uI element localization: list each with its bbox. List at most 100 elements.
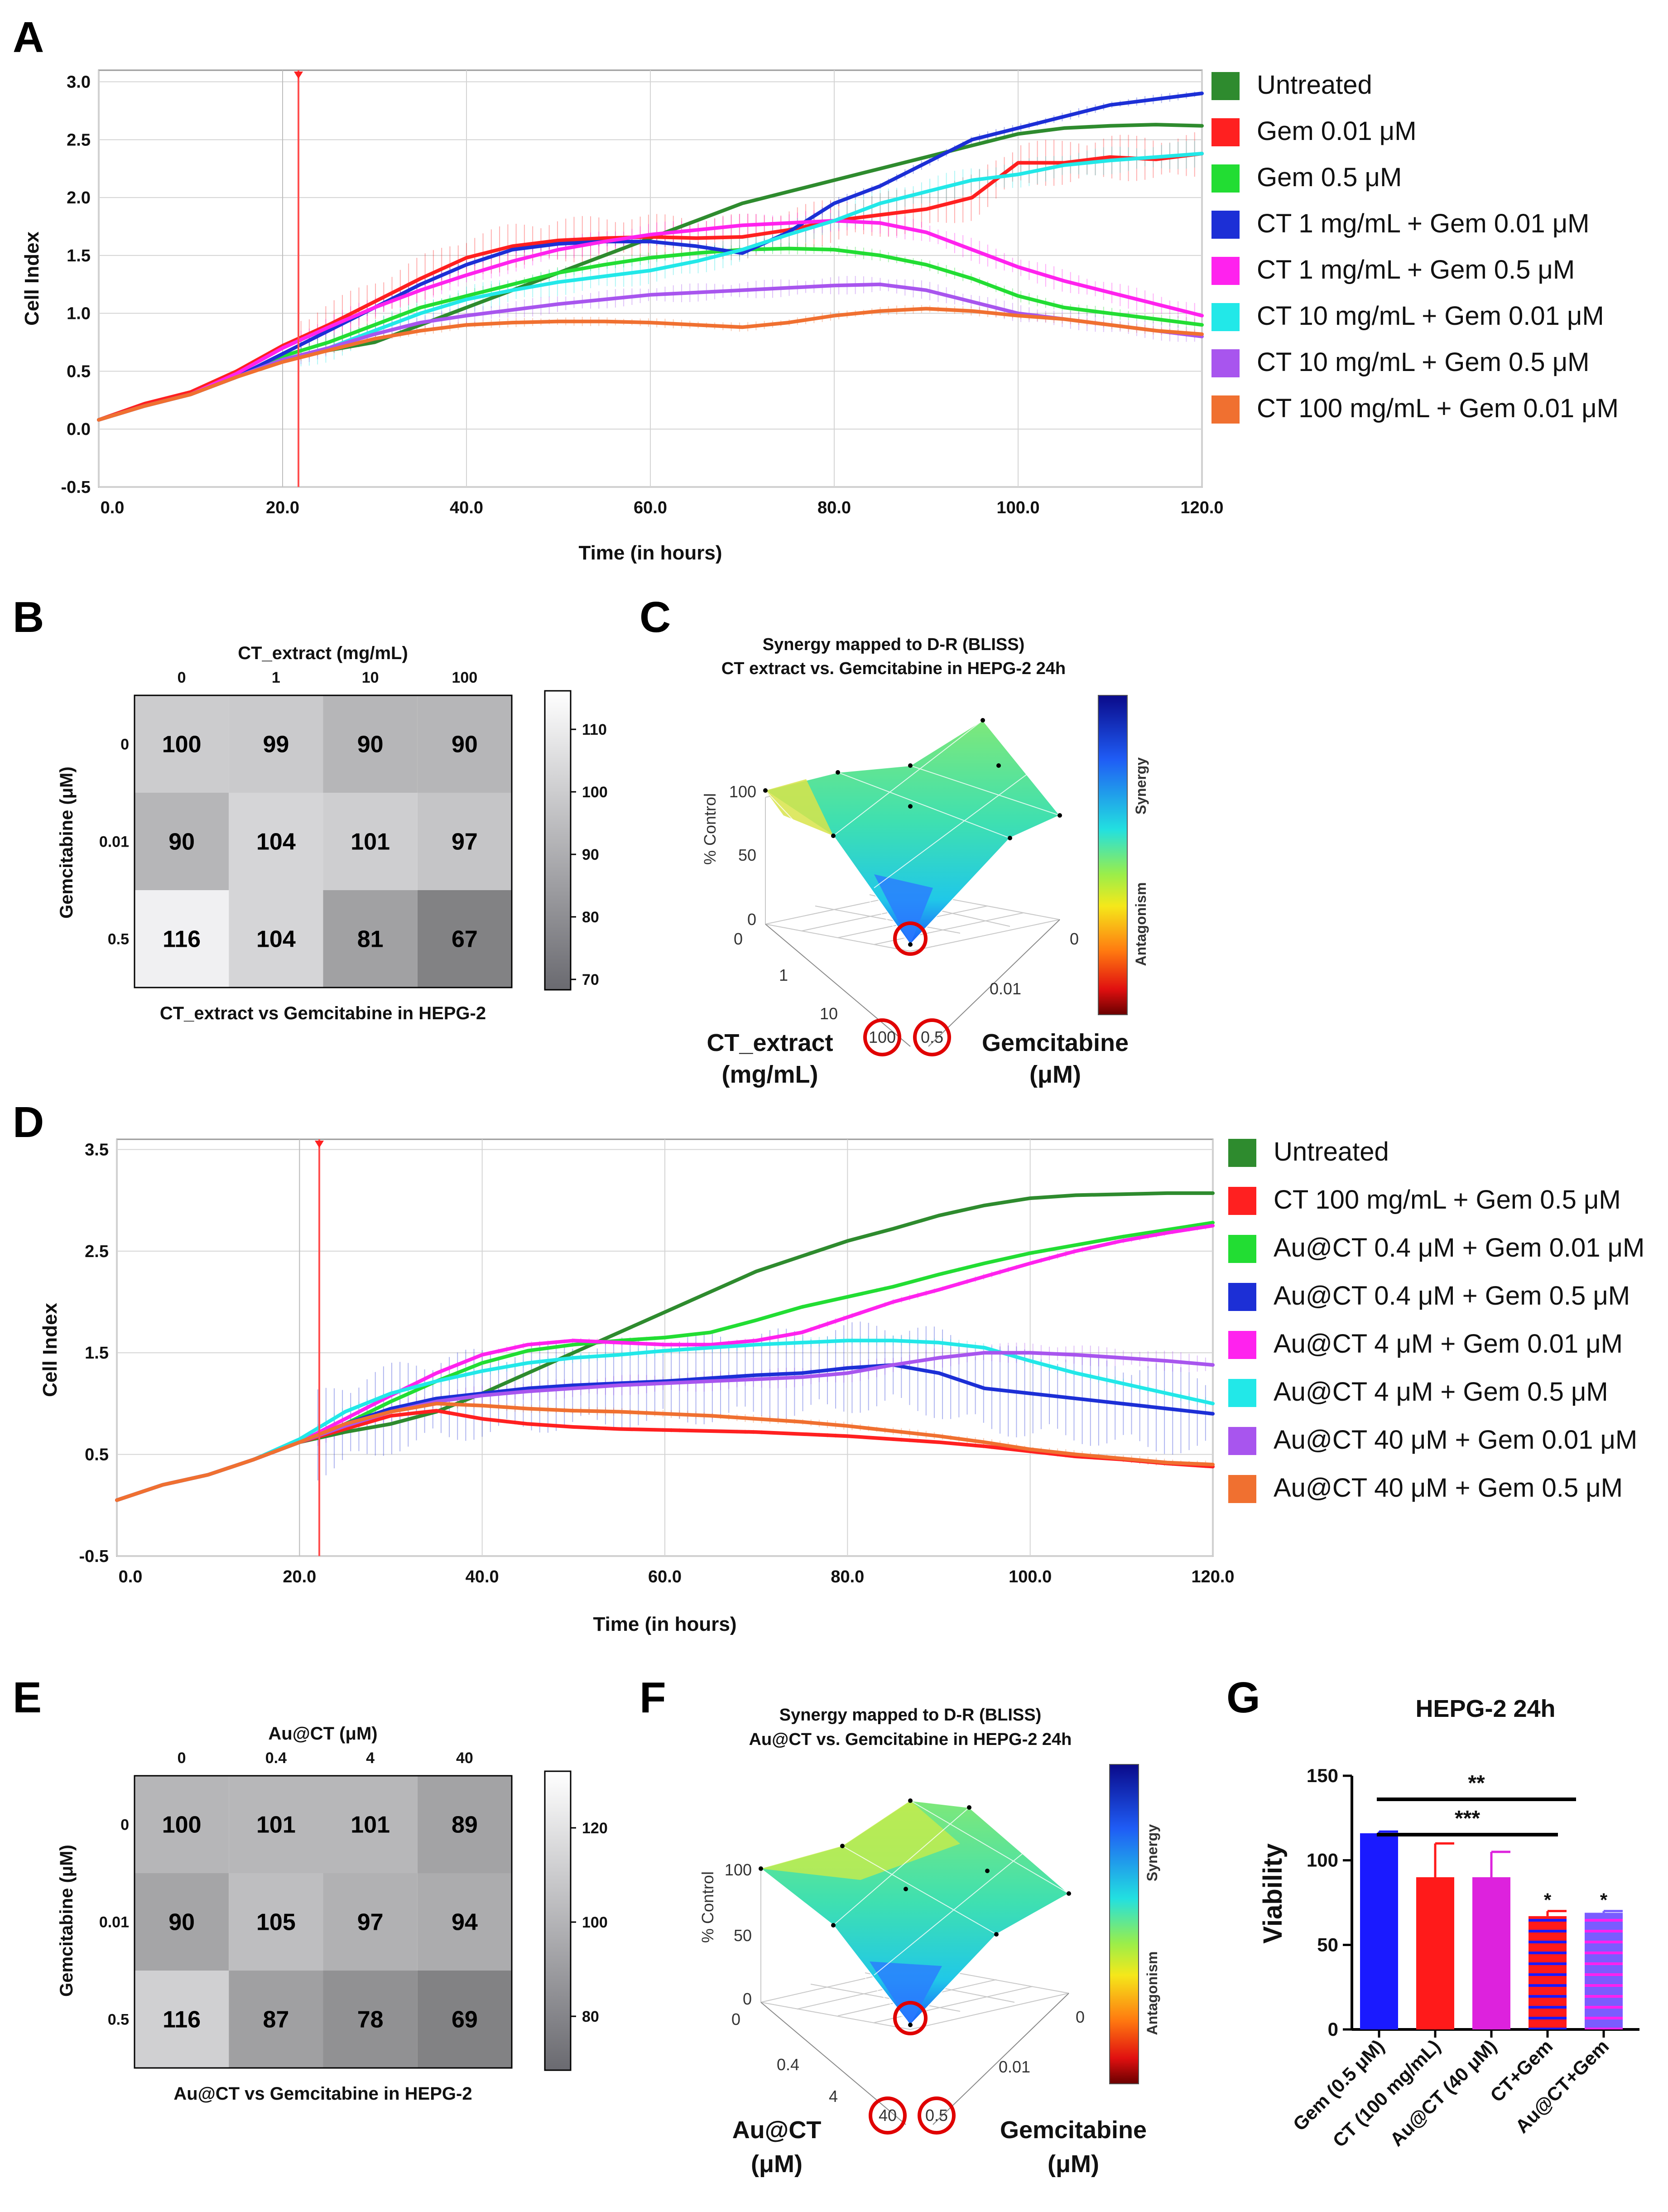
panelD-x-tick-label: 20.0 <box>283 1567 316 1586</box>
panelA-y-tick-label: 3.0 <box>67 73 91 92</box>
panelA-legend-label-4: CT 1 mg/mL + Gem 0.01 μM <box>1257 209 1590 238</box>
panelD-legend-swatch-5 <box>1228 1331 1256 1359</box>
panel-g-y-axis-title: Viability <box>1258 1843 1288 1943</box>
panelD-legend-swatch-4 <box>1228 1283 1256 1311</box>
panel-b-y-axis-title: Gemcitabine (μM) <box>57 766 77 919</box>
panel-letter-d: D <box>13 1098 44 1147</box>
panelB-colorbar-tick-label: 90 <box>582 846 599 863</box>
panel-c-right-tick-0: 0 <box>1070 930 1079 948</box>
panelA-legend-swatch-2 <box>1211 118 1240 146</box>
panelA-legend-label-8: CT 100 mg/mL + Gem 0.01 μM <box>1257 394 1619 423</box>
panelD-legend-swatch-3 <box>1228 1235 1256 1263</box>
panelD-x-tick-label: 120.0 <box>1191 1567 1234 1586</box>
panelB-heatmap-value: 90 <box>357 732 384 758</box>
panelD-y-tick-label: -0.5 <box>79 1547 109 1566</box>
panelD-series-line-6 <box>115 1339 1215 1502</box>
panelB-heatmap-cell <box>323 793 418 890</box>
panelB-heatmap-value: 99 <box>263 732 289 758</box>
panelB-heatmap-value: 81 <box>357 926 384 953</box>
panel-letter-g: G <box>1226 1673 1260 1722</box>
panelD-legend-label-4: Au@CT 0.4 μM + Gem 0.5 μM <box>1274 1281 1630 1311</box>
panelA-series-line-8 <box>97 307 1204 422</box>
panel-letter-c: C <box>639 593 671 641</box>
panel-d-y-axis-title: Cell Index <box>39 1303 61 1397</box>
panel-f-z-tick-100: 100 <box>725 1860 752 1879</box>
panelB-heatmap-cell <box>323 890 418 988</box>
panel-c-surface-points <box>763 718 1062 947</box>
panel-c-synergy-surface: Synergy mapped to D-R (BLISS) CT extract… <box>701 635 1149 1088</box>
panelA-x-tick-label: 120.0 <box>1180 498 1223 517</box>
panelA-x-tick-label: 60.0 <box>634 498 667 517</box>
panel-g-y-tick-label: 50 <box>1317 1934 1338 1955</box>
panelD-y-tick-label: 3.5 <box>85 1140 109 1159</box>
panelE-heatmap-value: 116 <box>163 2007 201 2033</box>
panel-c-right-tick-2: 0.5 <box>921 1028 943 1046</box>
panelA-x-tick-label: 80.0 <box>817 498 851 517</box>
panelE-row-label: 0.01 <box>99 1914 129 1931</box>
panel-c-right-tick-1: 0.01 <box>990 979 1021 998</box>
panel-f-right-axis-line <box>933 1993 1069 2125</box>
panelB-heatmap-value: 104 <box>256 829 296 855</box>
panelD-legend-label-8: Au@CT 40 μM + Gem 0.5 μM <box>1274 1473 1623 1503</box>
panel-c-left-axis-title-line1: CT_extract <box>707 1029 833 1056</box>
panel-c-right-axis-title-line2: (μM) <box>1029 1061 1081 1088</box>
panelD-legend-label-3: Au@CT 0.4 μM + Gem 0.01 μM <box>1274 1233 1644 1263</box>
panelE-heatmap-cell <box>323 1873 418 1971</box>
panelA-legend-swatch-4 <box>1211 211 1240 239</box>
panelE-colorbar-tick-label: 80 <box>582 2008 599 2025</box>
panelE-heatmap-value: 94 <box>452 1909 478 1936</box>
panelA-series-line-2 <box>97 152 1204 422</box>
panel-e-x-axis-title: Au@CT (μM) <box>268 1724 377 1744</box>
panel-g-y-tick-label: 0 <box>1328 2019 1338 2040</box>
panelE-heatmap-cell <box>417 1873 512 1971</box>
panelA-y-tick-label: 1.5 <box>67 246 91 265</box>
panelD-x-tick-label: 100.0 <box>1009 1567 1052 1586</box>
panelD-series-line-8 <box>115 1402 1215 1502</box>
panelD-legend-label-2: CT 100 mg/mL + Gem 0.5 μM <box>1274 1185 1621 1214</box>
panel-c-z-tick-50: 50 <box>738 846 756 864</box>
panel-f-surface-mesh <box>760 1800 1069 2025</box>
panelE-heatmap-value: 87 <box>263 2007 289 2033</box>
panel-f-right-tick-0: 0 <box>1076 2008 1085 2026</box>
panel-e-heatmap-frame <box>134 1775 513 2069</box>
panelB-heatmap-cell <box>135 890 229 988</box>
panelE-colorbar-tick-label: 100 <box>582 1914 608 1931</box>
panel-g-star-label: * <box>1600 1889 1608 1911</box>
panelD-x-tick-label: 40.0 <box>466 1567 499 1586</box>
panelA-legend-label-2: Gem 0.01 μM <box>1257 116 1417 146</box>
panelE-heatmap-cell <box>135 1971 229 2068</box>
panel-g-bar-4 <box>1529 1916 1567 2029</box>
panel-c-z-tick-100: 100 <box>729 782 756 801</box>
panel-c-surface-synergy-patch <box>874 874 933 945</box>
panelE-col-label: 0.4 <box>265 1749 287 1767</box>
panel-f-right-tick-1: 0.01 <box>999 2058 1030 2076</box>
panelB-heatmap-cell <box>229 793 323 890</box>
panel-g-significance-mid-label: *** <box>1455 1807 1480 1831</box>
panelA-series-line-7 <box>97 282 1204 422</box>
panelD-legend-swatch-2 <box>1228 1187 1256 1215</box>
panelA-legend-swatch-6 <box>1211 303 1240 331</box>
panelE-heatmap-cell <box>135 1776 229 1873</box>
panelD-legend-label-1: Untreated <box>1274 1137 1389 1166</box>
panelD-legend-label-6: Au@CT 4 μM + Gem 0.5 μM <box>1274 1377 1608 1407</box>
panelB-heatmap-cell <box>229 890 323 988</box>
panel-f-surface-synergy-patch <box>870 1961 942 2025</box>
panelA-legend-label-7: CT 10 mg/mL + Gem 0.5 μM <box>1257 347 1590 377</box>
panel-g-star-label: * <box>1544 1889 1552 1911</box>
panel-letter-f: F <box>639 1673 666 1722</box>
panelA-legend-swatch-7 <box>1211 349 1240 377</box>
panelB-heatmap-value: 100 <box>162 732 202 758</box>
panelE-heatmap-cell <box>229 1776 323 1873</box>
panel-letter-a: A <box>13 13 44 62</box>
panel-c-right-axis-line <box>928 919 1060 1047</box>
panelB-heatmap-cell <box>135 695 229 793</box>
panel-d-x-axis-title: Time (in hours) <box>593 1613 737 1635</box>
panel-g-y-tick-label: 150 <box>1307 1765 1338 1786</box>
panel-f-z-tick-0: 0 <box>743 1990 752 2008</box>
panelB-heatmap-cell <box>323 695 418 793</box>
panelB-heatmap-value: 90 <box>452 732 478 758</box>
panel-c-surface-mesh <box>765 720 1060 945</box>
panel-c-left-axis-line <box>765 924 911 1047</box>
panelE-row-label: 0.5 <box>108 2011 129 2029</box>
